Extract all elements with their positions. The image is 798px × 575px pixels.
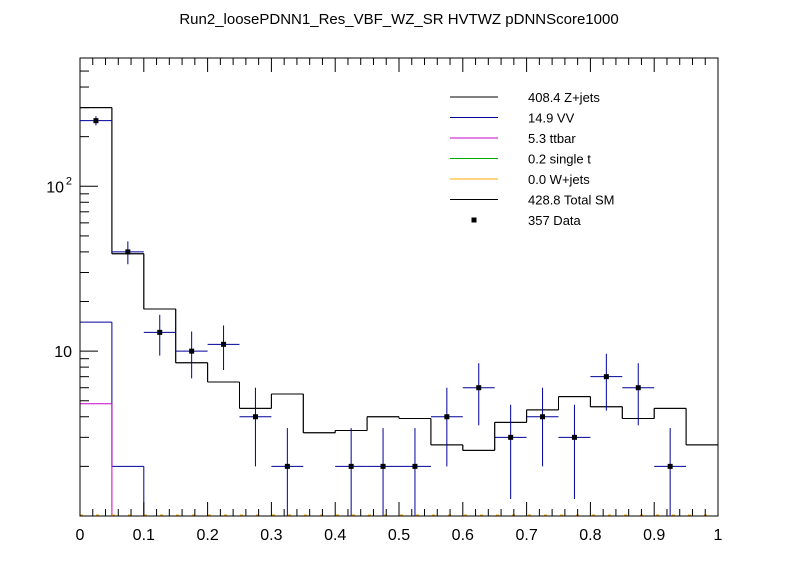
data-marker: [189, 348, 195, 354]
y-tick-label: 10: [54, 344, 72, 361]
data-point: [367, 428, 399, 516]
legend-marker: [471, 217, 477, 223]
data-marker: [284, 463, 290, 469]
data-point: [207, 325, 240, 371]
data-point: [111, 241, 144, 265]
legend-entry: 408.4 Z+jets: [450, 90, 600, 105]
data-point: [558, 404, 591, 500]
legend-entry: 14.9 VV: [450, 111, 575, 126]
x-tick-label: 0.1: [133, 527, 155, 544]
legend-label: 428.8 Total SM: [528, 193, 614, 208]
chart-title: Run2_loosePDNN1_Res_VBF_WZ_SR HVTWZ pDNN…: [179, 11, 618, 28]
x-tick-label: 0.9: [643, 527, 665, 544]
x-tick-label: 0.2: [196, 527, 218, 544]
legend-label: 14.9 VV: [528, 111, 575, 126]
data-point: [80, 116, 112, 126]
data-point: [239, 387, 272, 467]
data-point: [335, 428, 368, 516]
data-marker: [157, 329, 163, 335]
data-marker: [252, 414, 258, 420]
x-tick-label: 0: [76, 527, 85, 544]
data-marker: [476, 385, 482, 391]
data-marker: [348, 463, 354, 469]
histogram-series: [79, 107, 718, 516]
x-tick-label: 0.5: [388, 527, 410, 544]
legend: 408.4 Z+jets 14.9 VV 5.3 ttbar 0.2 single t…: [450, 90, 614, 228]
data-marker: [125, 249, 131, 255]
data-point: [526, 387, 559, 467]
data-marker: [667, 463, 673, 469]
data-point: [462, 363, 495, 426]
x-tick-label: 1: [714, 527, 723, 544]
legend-entry: 0.2 single t: [450, 152, 591, 167]
legend-entry: 357 Data: [471, 213, 582, 228]
data-marker: [635, 385, 641, 391]
legend-entry: 0.0 W+jets: [450, 172, 590, 187]
data-point: [430, 387, 463, 467]
x-tick-label: 0.7: [515, 527, 537, 544]
x-tick-label: 0.4: [324, 527, 346, 544]
legend-label: 408.4 Z+jets: [528, 90, 600, 105]
data-marker: [444, 414, 450, 420]
data-marker: [508, 434, 514, 440]
data-marker: [221, 341, 227, 347]
data-points: [80, 116, 687, 516]
legend-label: 0.0 W+jets: [528, 172, 590, 187]
y-tick-label-exponent: 2: [66, 175, 72, 187]
legend-entry: 5.3 ttbar: [450, 131, 576, 146]
data-point: [590, 353, 623, 411]
legend-label: 357 Data: [528, 213, 582, 228]
data-point: [143, 314, 176, 356]
x-tick-label: 0.8: [579, 527, 601, 544]
data-marker: [603, 374, 609, 380]
legend-label: 0.2 single t: [528, 152, 591, 167]
x-tick-label: 0.3: [260, 527, 282, 544]
data-point: [175, 331, 208, 379]
legend-entry: 428.8 Total SM: [450, 193, 614, 208]
x-tick-label: 0.6: [452, 527, 474, 544]
data-marker: [571, 434, 577, 440]
data-point: [654, 428, 687, 516]
data-point: [494, 404, 527, 500]
y-tick-label: 10: [46, 179, 64, 196]
legend-label: 5.3 ttbar: [528, 131, 576, 146]
data-marker: [380, 463, 386, 469]
data-marker: [412, 463, 418, 469]
data-point: [399, 428, 431, 516]
data-marker: [93, 118, 99, 124]
data-point: [271, 428, 304, 516]
data-point: [622, 363, 655, 426]
series-total-sm: [79, 107, 718, 516]
data-marker: [540, 414, 546, 420]
